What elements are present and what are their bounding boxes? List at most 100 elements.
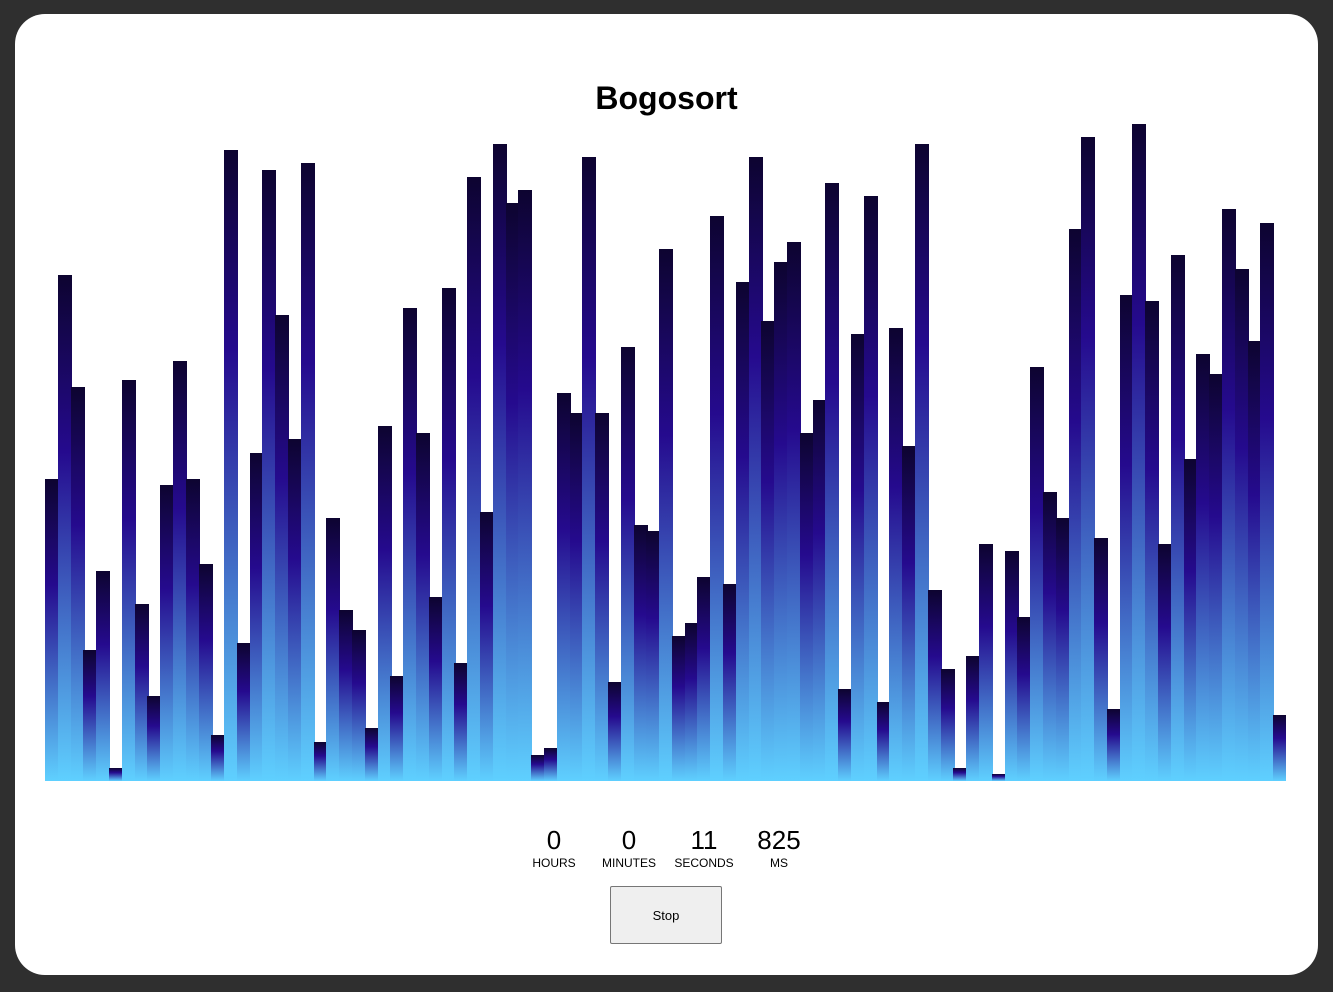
bar	[505, 202, 520, 781]
bar	[799, 432, 814, 781]
timer-ms: 825 MS	[742, 826, 817, 870]
bar	[326, 518, 341, 781]
page-title: Bogosort	[595, 80, 738, 116]
bar	[787, 242, 802, 781]
bar	[1260, 222, 1275, 781]
bar	[147, 695, 162, 781]
timer-hours: 0 HOURS	[517, 826, 592, 870]
bar	[1247, 340, 1262, 781]
bar	[288, 439, 303, 781]
bar	[1081, 137, 1096, 781]
bar	[339, 610, 354, 781]
bar	[569, 413, 584, 781]
bar	[224, 150, 239, 781]
bar	[659, 248, 674, 781]
bar	[1222, 209, 1237, 781]
minutes-label: MINUTES	[602, 856, 656, 870]
bar	[96, 570, 111, 781]
bar	[838, 689, 853, 781]
bar	[492, 143, 507, 781]
bar	[121, 380, 136, 781]
bar	[531, 754, 546, 781]
bar	[991, 774, 1006, 781]
bar	[927, 590, 942, 781]
bar	[390, 675, 405, 781]
bar	[607, 682, 622, 781]
bar	[454, 662, 469, 781]
bar	[1042, 491, 1057, 781]
bar	[1158, 544, 1173, 781]
bar	[1183, 459, 1198, 781]
ms-label: MS	[770, 856, 788, 870]
bar	[889, 327, 904, 781]
bar	[671, 636, 686, 781]
bar	[262, 170, 277, 781]
bar	[352, 629, 367, 781]
bar	[876, 702, 891, 781]
bar	[1055, 518, 1070, 781]
bar	[211, 735, 226, 781]
bar	[633, 524, 648, 781]
ms-value: 825	[757, 825, 801, 855]
bar	[735, 281, 750, 781]
bar	[1170, 255, 1185, 781]
bar	[70, 386, 85, 781]
bar	[1106, 708, 1121, 781]
bar	[108, 767, 123, 781]
bar	[441, 288, 456, 781]
bar	[761, 321, 776, 781]
bar	[249, 452, 264, 781]
bar	[1132, 124, 1147, 781]
bar	[198, 564, 213, 781]
bar	[556, 393, 571, 781]
bar	[543, 748, 558, 781]
bar	[1119, 294, 1134, 781]
bar	[1234, 268, 1249, 781]
bar	[1273, 715, 1286, 781]
bar	[172, 360, 187, 781]
bar	[978, 544, 993, 781]
bar	[902, 445, 917, 781]
timer-minutes: 0 MINUTES	[592, 826, 667, 870]
bar	[1145, 301, 1160, 781]
bar	[774, 261, 789, 781]
bar	[1196, 353, 1211, 781]
seconds-label: SECONDS	[674, 856, 734, 870]
bar	[236, 643, 251, 781]
hours-value: 0	[546, 825, 562, 855]
bar	[582, 156, 597, 781]
stop-button[interactable]: Stop	[610, 886, 722, 944]
bar	[748, 156, 763, 781]
bar	[966, 656, 981, 781]
bar	[134, 603, 149, 781]
bar	[1030, 367, 1045, 781]
bar	[479, 511, 494, 781]
bar	[1004, 551, 1019, 781]
bar	[723, 583, 738, 781]
bar	[45, 478, 59, 781]
bar	[697, 577, 712, 781]
bar	[83, 649, 98, 781]
main-card: Bogosort 0 HOURS 0 MINUTES 11 SECONDS 82…	[15, 14, 1318, 975]
bar	[57, 275, 72, 781]
bar	[914, 143, 929, 781]
bar	[160, 485, 175, 781]
bar	[518, 189, 533, 781]
bar	[710, 215, 725, 781]
bar	[1094, 537, 1109, 781]
bar	[1017, 616, 1032, 781]
bar	[825, 183, 840, 781]
timer-seconds: 11 SECONDS	[667, 826, 742, 870]
bar	[940, 669, 955, 781]
bar	[428, 597, 443, 781]
bar	[185, 478, 200, 781]
bar	[1068, 229, 1083, 781]
bar	[684, 623, 699, 781]
bar	[467, 176, 482, 781]
minutes-value: 0	[621, 825, 637, 855]
bar	[953, 767, 968, 781]
bar	[1209, 373, 1224, 781]
sort-visualization	[45, 124, 1286, 781]
bar	[646, 531, 661, 781]
hours-label: HOURS	[532, 856, 576, 870]
